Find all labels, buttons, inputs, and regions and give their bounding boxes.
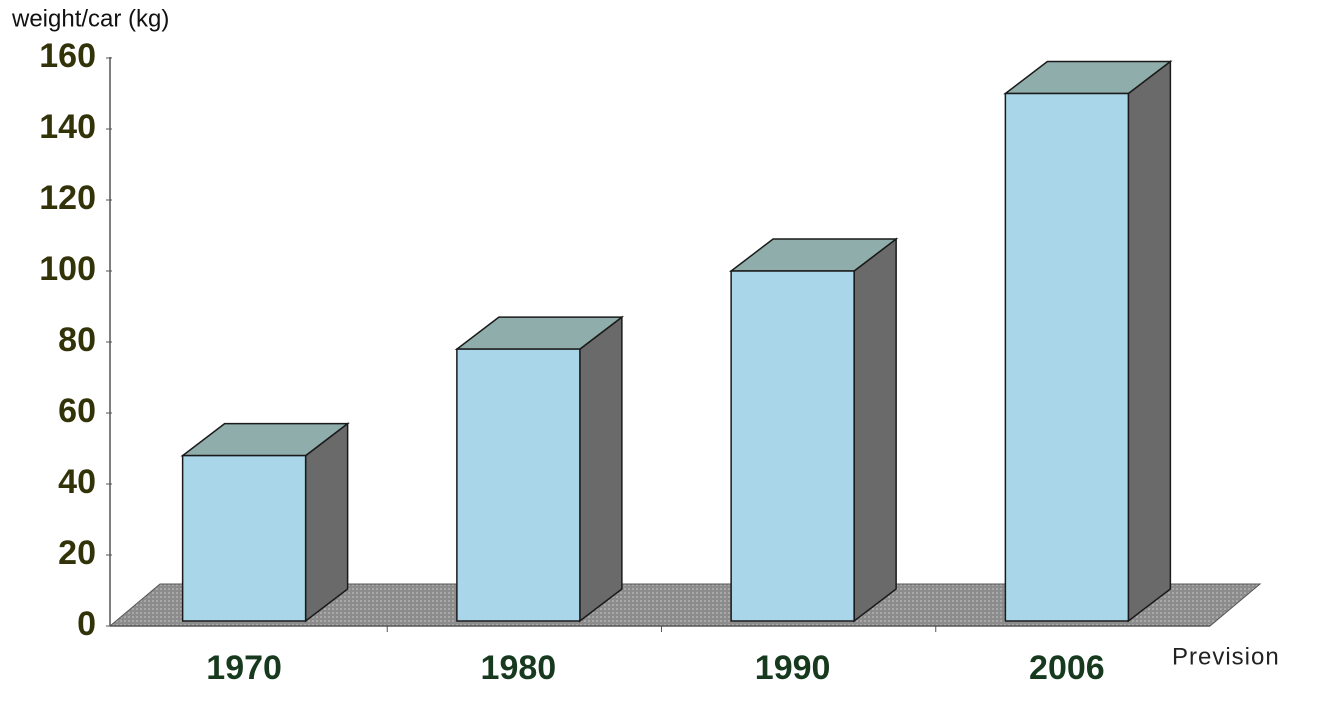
y-tick-label: 80 — [58, 321, 96, 359]
y-tick-label: 40 — [58, 463, 96, 501]
bar — [181, 454, 307, 622]
bar-side — [1127, 59, 1172, 623]
y-tick-label: 120 — [39, 179, 96, 217]
bar-side — [579, 315, 623, 623]
bar-side — [304, 422, 349, 623]
y-tick-label: 100 — [39, 250, 96, 288]
x-tick-label: 1990 — [755, 649, 831, 687]
y-axis-label: weight/car (kg) — [11, 5, 169, 32]
y-tick-label: 0 — [77, 605, 96, 643]
y-tick-label: 60 — [58, 392, 96, 430]
y-tick-label: 160 — [39, 37, 96, 75]
bar — [456, 348, 581, 622]
x-tick-label: 1970 — [206, 649, 282, 687]
bar — [730, 270, 855, 622]
bar-side — [853, 237, 897, 623]
x-tick-label: 2006 — [1029, 649, 1105, 687]
y-tick-label: 140 — [39, 108, 96, 146]
y-tick-label: 20 — [58, 534, 96, 572]
annotation: Prevision — [1172, 643, 1280, 670]
bar — [1004, 92, 1130, 622]
x-tick-label: 1980 — [481, 649, 557, 687]
